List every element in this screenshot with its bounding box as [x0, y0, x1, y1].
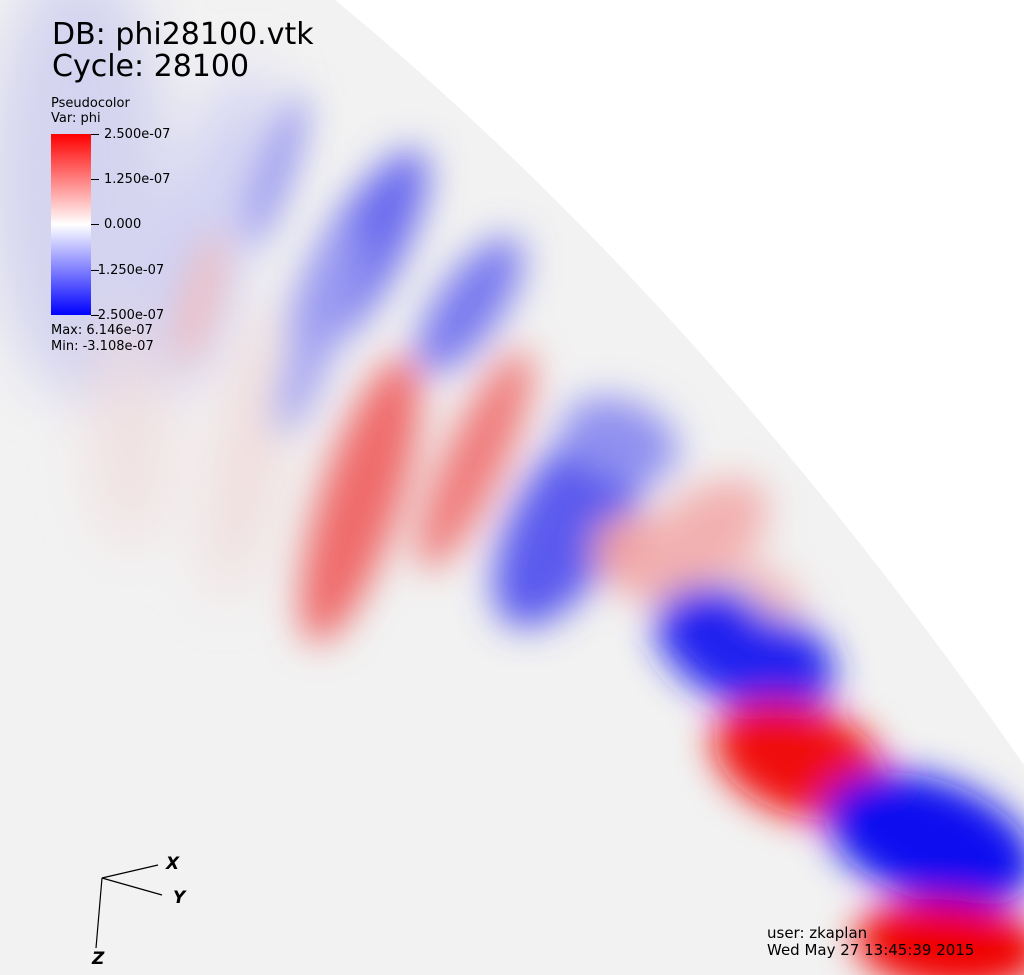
- variable-label: Var: phi: [51, 111, 101, 126]
- z-axis-label: Z: [91, 949, 105, 969]
- legend-tick-label: 2.500e-07: [104, 127, 171, 142]
- legend-tick-label: 0.000: [104, 217, 142, 232]
- legend-tick: [91, 134, 99, 135]
- color-legend-bar: [51, 134, 91, 315]
- y-axis-label: Y: [173, 888, 187, 908]
- legend-tick: [91, 224, 99, 225]
- axis-triad: X Y Z: [91, 854, 187, 969]
- legend-tick: [91, 270, 99, 271]
- database-title: DB: phi28100.vtk: [52, 17, 314, 52]
- legend-tick-label: -1.250e-07: [93, 263, 165, 278]
- x-axis-label: X: [165, 854, 180, 874]
- legend-tick-label: 1.250e-07: [104, 172, 171, 187]
- legend-tick: [91, 179, 99, 180]
- plot-type-label: Pseudocolor: [51, 96, 130, 111]
- cycle-title: Cycle: 28100: [52, 49, 250, 84]
- max-value-label: Max: 6.146e-07: [51, 323, 153, 338]
- legend-tick: [91, 315, 99, 316]
- user-label: user: zkaplan: [767, 924, 868, 942]
- legend-tick-label: -2.500e-07: [93, 308, 165, 323]
- min-value-label: Min: -3.108e-07: [51, 339, 154, 354]
- timestamp-label: Wed May 27 13:45:39 2015: [767, 941, 975, 959]
